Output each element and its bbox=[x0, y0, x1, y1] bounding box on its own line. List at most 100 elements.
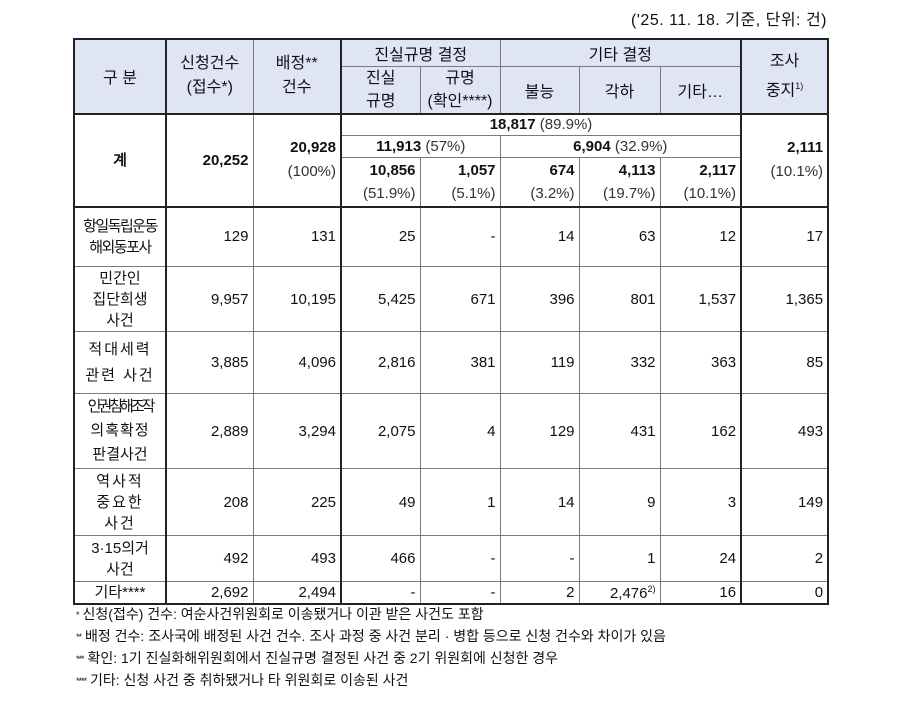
footnote: ** 배정 건수: 조사국에 배정된 사건 건수. 조사 과정 중 사건 분리 ·… bbox=[76, 628, 666, 645]
table-row: 민간인 집단희생 사건 9,957 10,195 5,425 671 396 801… bbox=[73, 266, 830, 332]
cell-assigned: 225 bbox=[252, 468, 342, 536]
total-suspended: 2,111 (10.1%) bbox=[740, 112, 830, 207]
row-label: 인권침해조작 의혹확정 판결사건 bbox=[73, 393, 167, 469]
total-other: 6,904 (32.9%) bbox=[499, 135, 742, 158]
total-truth-confirmed: 10,856 (51.9%) bbox=[340, 157, 421, 207]
cell-impossible: 14 bbox=[499, 468, 580, 536]
table-row: 인권침해조작 의혹확정 판결사건 2,889 3,294 2,075 4 129 4… bbox=[73, 393, 830, 469]
cell-dismissed: 2,4762) bbox=[578, 581, 661, 605]
cell-assigned: 2,494 bbox=[252, 581, 342, 605]
cell-truth-check: - bbox=[419, 581, 501, 605]
cell-suspended: 2 bbox=[740, 535, 830, 582]
cell-applications: 208 bbox=[165, 468, 254, 536]
cell-impossible: 396 bbox=[499, 266, 580, 332]
header-dismissed: 각하 bbox=[578, 65, 661, 114]
header-etc: 기타… bbox=[659, 65, 742, 114]
table-row: 적대세력 관련 사건 3,885 4,096 2,816 381 119 332 … bbox=[73, 331, 830, 394]
cell-etc: 16 bbox=[659, 581, 742, 605]
cell-truth-confirmed: 5,425 bbox=[340, 266, 421, 332]
cell-truth-confirmed: 2,075 bbox=[340, 393, 421, 469]
header-assigned: 배정** 건수 bbox=[252, 38, 342, 114]
footnotes: * 신청(접수) 건수: 여순사건위원회로 이송됐거나 이관 받은 사건도 포함 … bbox=[76, 604, 666, 692]
row-label: 적대세력 관련 사건 bbox=[73, 331, 167, 394]
header-suspended: 조사 중지1) bbox=[740, 38, 830, 114]
cell-applications: 2,692 bbox=[165, 581, 254, 605]
cell-etc: 3 bbox=[659, 468, 742, 536]
table-row: 역사적 중요한 사건 208 225 49 1 14 9 3 149 bbox=[73, 468, 830, 536]
cell-truth-check: 671 bbox=[419, 266, 501, 332]
header-truth-confirmed: 진실 규명 bbox=[340, 65, 421, 114]
cell-truth-check: 4 bbox=[419, 393, 501, 469]
header-other-group: 기타 결정 bbox=[499, 38, 742, 67]
header-impossible: 불능 bbox=[499, 65, 580, 114]
cell-etc: 24 bbox=[659, 535, 742, 582]
cell-assigned: 3,294 bbox=[252, 393, 342, 469]
total-dismissed: 4,113 (19.7%) bbox=[578, 157, 661, 207]
table-row: 기타**** 2,692 2,494 - - 2 2,4762) 16 0 bbox=[73, 581, 830, 605]
cell-applications: 492 bbox=[165, 535, 254, 582]
cell-dismissed: 1 bbox=[578, 535, 661, 582]
cell-assigned: 131 bbox=[252, 205, 342, 267]
cell-dismissed: 63 bbox=[578, 205, 661, 267]
cell-suspended: 149 bbox=[740, 468, 830, 536]
cell-impossible: 129 bbox=[499, 393, 580, 469]
cell-applications: 3,885 bbox=[165, 331, 254, 394]
cell-assigned: 10,195 bbox=[252, 266, 342, 332]
cell-suspended: 17 bbox=[740, 205, 830, 267]
total-decisions: 18,817 (89.9%) bbox=[340, 112, 742, 136]
cell-applications: 9,957 bbox=[165, 266, 254, 332]
cell-etc: 162 bbox=[659, 393, 742, 469]
header-truth-group: 진실규명 결정 bbox=[340, 38, 501, 67]
footnote: * 신청(접수) 건수: 여순사건위원회로 이송됐거나 이관 받은 사건도 포함 bbox=[76, 606, 484, 622]
cell-suspended: 493 bbox=[740, 393, 830, 469]
cell-applications: 129 bbox=[165, 205, 254, 267]
table-row: 항일독립운동 해외동포사 129 131 25 - 14 63 12 17 bbox=[73, 205, 830, 267]
total-etc: 2,117 (10.1%) bbox=[659, 157, 742, 207]
cell-etc: 363 bbox=[659, 331, 742, 394]
row-label: 기타**** bbox=[73, 581, 167, 605]
cell-truth-confirmed: 466 bbox=[340, 535, 421, 582]
cell-truth-check: 381 bbox=[419, 331, 501, 394]
cell-suspended: 0 bbox=[740, 581, 830, 605]
cell-etc: 1,537 bbox=[659, 266, 742, 332]
cell-assigned: 493 bbox=[252, 535, 342, 582]
cell-assigned: 4,096 bbox=[252, 331, 342, 394]
cell-dismissed: 431 bbox=[578, 393, 661, 469]
total-truth-check: 1,057 (5.1%) bbox=[419, 157, 501, 207]
cell-etc: 12 bbox=[659, 205, 742, 267]
cell-truth-check: - bbox=[419, 205, 501, 267]
header-applications: 신청건수 (접수*) bbox=[165, 38, 254, 114]
cell-truth-confirmed: - bbox=[340, 581, 421, 605]
cell-suspended: 85 bbox=[740, 331, 830, 394]
cell-dismissed: 9 bbox=[578, 468, 661, 536]
cell-impossible: - bbox=[499, 535, 580, 582]
total-applications: 20,252 bbox=[165, 112, 254, 207]
cell-truth-confirmed: 2,816 bbox=[340, 331, 421, 394]
total-label: 계 bbox=[73, 112, 167, 207]
cell-truth-confirmed: 25 bbox=[340, 205, 421, 267]
table-row: 3·15의거 사건 492 493 466 - - 1 24 2 bbox=[73, 535, 830, 582]
footnote: **** 기타: 신청 사건 중 취하됐거나 타 위원회로 이송된 사건 bbox=[76, 672, 409, 689]
cell-truth-check: 1 bbox=[419, 468, 501, 536]
total-truth: 11,913 (57%) bbox=[340, 135, 501, 158]
cell-dismissed: 801 bbox=[578, 266, 661, 332]
unit-note: ('25. 11. 18. 기준, 단위: 건) bbox=[631, 12, 827, 29]
cell-impossible: 2 bbox=[499, 581, 580, 605]
cell-suspended: 1,365 bbox=[740, 266, 830, 332]
cell-applications: 2,889 bbox=[165, 393, 254, 469]
statistics-table: 구 분 신청건수 (접수*) 배정** 건수 진실규명 결정 기타 결정 조사 중지1… bbox=[73, 38, 830, 605]
cell-truth-confirmed: 49 bbox=[340, 468, 421, 536]
row-label: 역사적 중요한 사건 bbox=[73, 468, 167, 536]
cell-impossible: 14 bbox=[499, 205, 580, 267]
footnote: *** 확인: 1기 진실화해위원회에서 진실규명 결정된 사건 중 2기 위원회… bbox=[76, 650, 559, 667]
cell-truth-check: - bbox=[419, 535, 501, 582]
cell-impossible: 119 bbox=[499, 331, 580, 394]
total-assigned: 20,928 (100%) bbox=[252, 112, 342, 207]
row-label: 항일독립운동 해외동포사 bbox=[73, 205, 167, 267]
row-label: 민간인 집단희생 사건 bbox=[73, 266, 167, 332]
total-impossible: 674 (3.2%) bbox=[499, 157, 580, 207]
row-label: 3·15의거 사건 bbox=[73, 535, 167, 582]
header-truth-check: 규명 (확인****) bbox=[419, 65, 501, 114]
header-category: 구 분 bbox=[73, 38, 167, 114]
cell-dismissed: 332 bbox=[578, 331, 661, 394]
